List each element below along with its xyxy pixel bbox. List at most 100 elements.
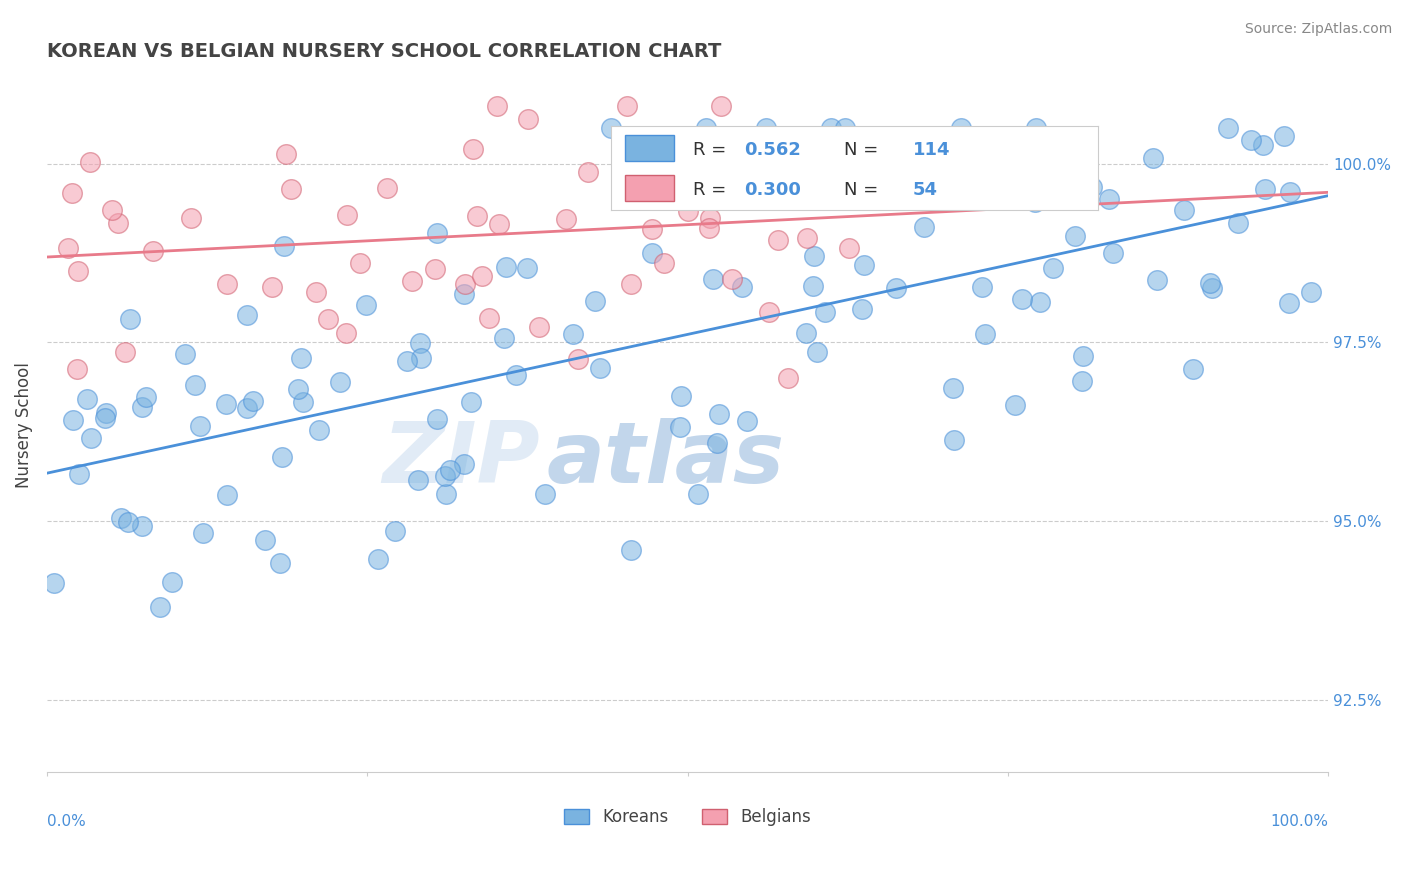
Point [409,335,432,350]
Point [465,209,488,223]
Point [401,274,423,288]
Point [214,397,236,411]
Text: 100.0%: 100.0% [1270,814,1329,829]
Point [131,519,153,533]
Point [174,347,197,361]
Point [101,203,124,218]
Point [215,277,238,292]
Point [794,326,817,340]
Point [710,99,733,113]
Point [1227,216,1250,230]
Point [949,120,972,135]
Point [505,368,527,383]
Point [814,305,837,319]
Point [335,326,357,340]
Point [262,280,284,294]
Point [1025,120,1047,135]
Point [1278,296,1301,310]
Point [423,261,446,276]
Point [1142,151,1164,165]
Point [406,473,429,487]
Point [273,239,295,253]
Point [395,354,418,368]
Point [1239,133,1261,147]
Point [755,120,778,135]
Point [695,120,717,135]
Point [280,182,302,196]
Point [1029,294,1052,309]
Point [848,153,870,167]
Point [620,277,643,292]
Point [527,320,550,334]
Text: Source: ZipAtlas.com: Source: ZipAtlas.com [1244,22,1392,37]
Point [76,392,98,406]
Point [640,222,662,236]
Point [766,233,789,247]
Point [495,260,517,274]
Point [188,419,211,434]
Point [676,203,699,218]
Point [291,394,314,409]
Point [1004,398,1026,412]
Point [478,311,501,326]
Point [453,287,475,301]
Point [1098,192,1121,206]
Point [254,533,277,547]
Point [517,112,540,126]
Point [688,487,710,501]
Point [721,271,744,285]
Point [56,241,79,255]
Point [641,246,664,260]
Point [1182,362,1205,376]
Point [486,99,509,113]
Point [149,599,172,614]
Point [1024,194,1046,209]
Text: atlas: atlas [547,418,785,501]
Point [1254,182,1277,196]
Point [492,331,515,345]
Point [737,414,759,428]
Point [599,120,621,135]
Point [117,515,139,529]
Point [1251,137,1274,152]
Point [120,312,142,326]
Point [460,395,482,409]
Point [576,165,599,179]
Point [801,279,824,293]
Point [236,401,259,416]
Point [107,216,129,230]
Point [349,256,371,270]
Point [131,401,153,415]
Point [308,423,330,437]
Point [270,450,292,464]
Point [367,552,389,566]
Point [534,486,557,500]
Point [180,211,202,226]
Point [79,155,101,169]
Point [411,351,433,365]
Point [62,413,84,427]
Point [60,186,83,200]
Point [796,231,818,245]
Point [1173,203,1195,218]
Point [453,458,475,472]
Point [114,345,136,359]
Point [426,226,449,240]
Point [488,217,510,231]
Point [834,120,856,135]
Point [110,510,132,524]
Point [439,463,461,477]
Point [1201,281,1223,295]
Point [758,305,780,319]
Point [160,575,183,590]
Point [1063,229,1085,244]
Point [652,255,675,269]
Point [274,147,297,161]
Point [1042,260,1064,275]
Point [706,436,728,450]
Point [702,272,724,286]
Point [236,309,259,323]
Point [803,249,825,263]
Point [142,244,165,258]
Point [516,260,538,275]
